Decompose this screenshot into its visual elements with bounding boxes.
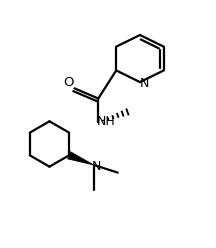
Polygon shape	[68, 152, 94, 165]
Text: O: O	[63, 76, 74, 89]
Text: N: N	[91, 160, 101, 173]
Text: N: N	[140, 77, 149, 90]
Text: NH: NH	[97, 115, 116, 128]
